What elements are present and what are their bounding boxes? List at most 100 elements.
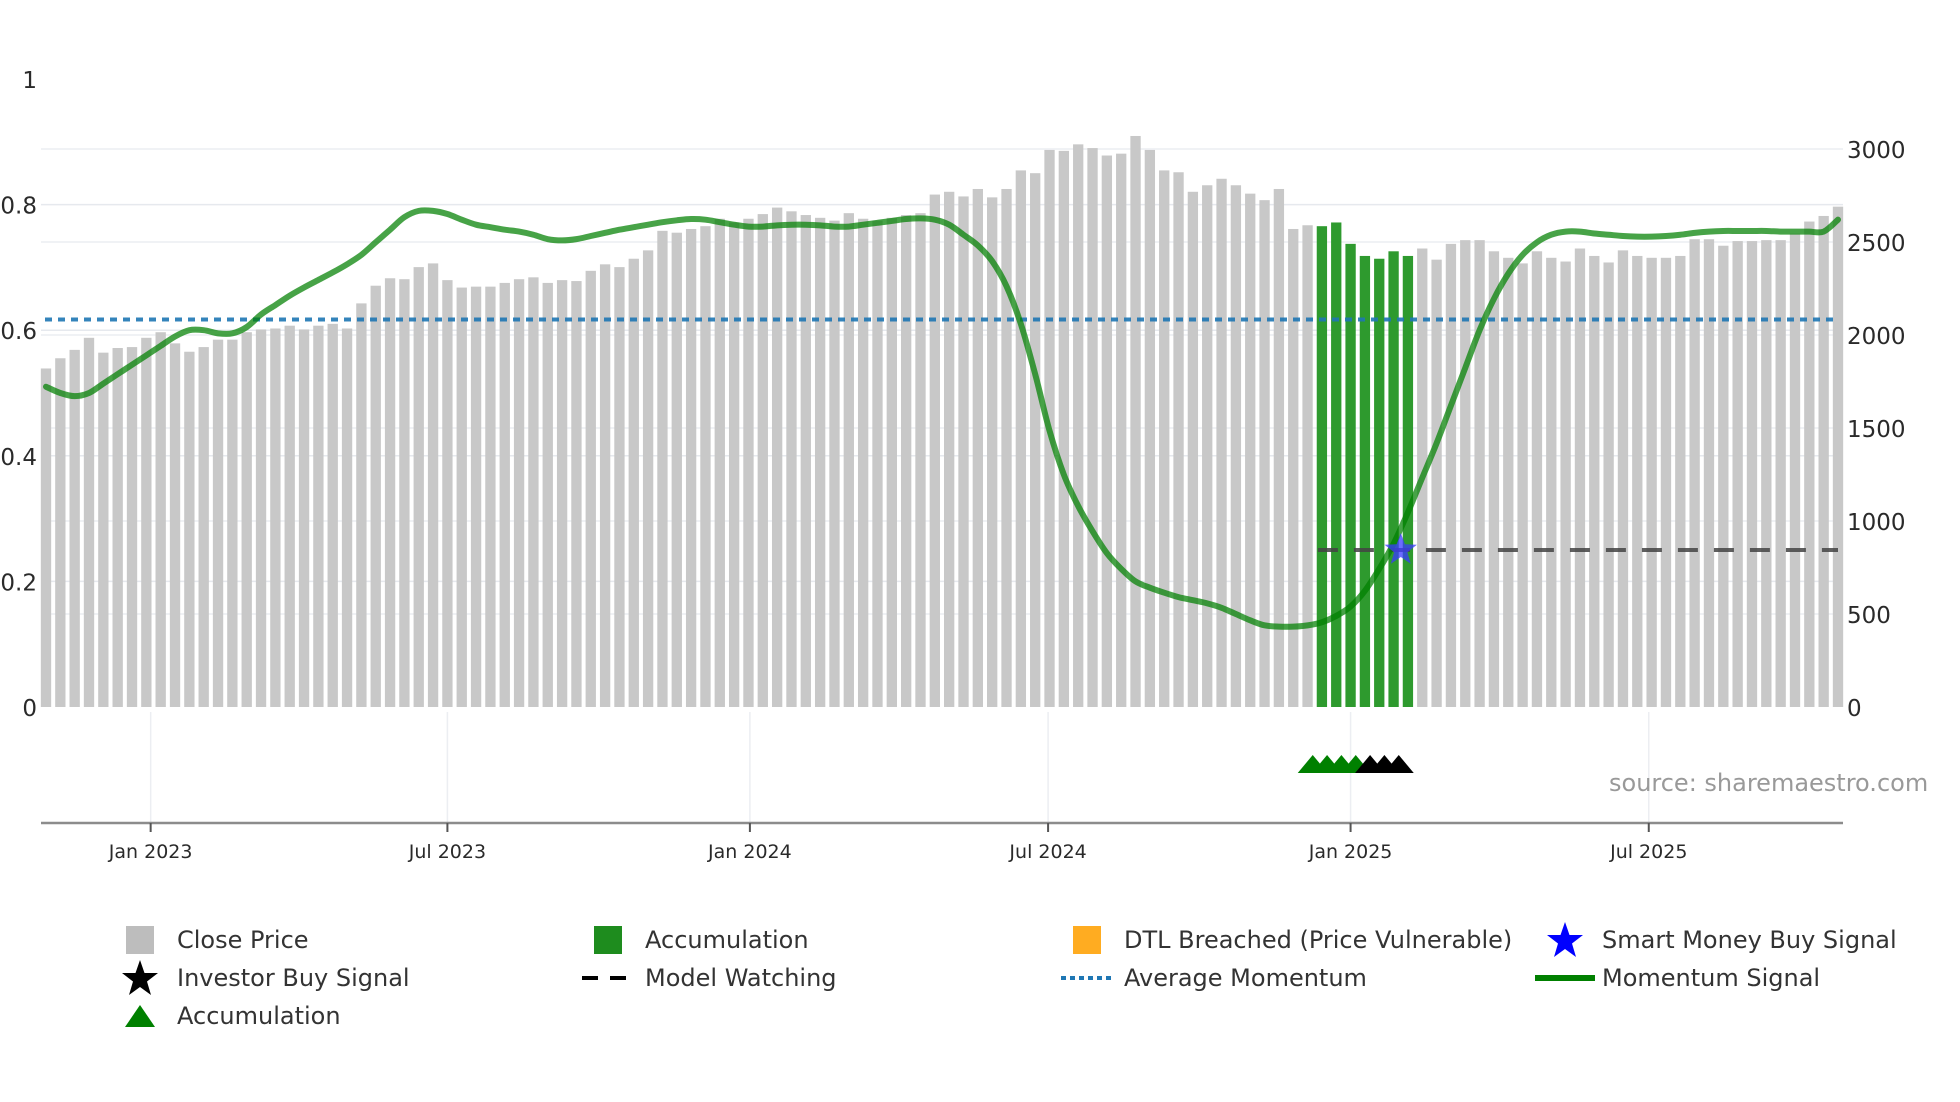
price-bar (55, 358, 66, 707)
svg-text:1000: 1000 (1847, 510, 1906, 536)
source-note: source: sharemaestro.com (1609, 769, 1929, 797)
legend-label: Momentum Signal (1602, 964, 1821, 992)
price-bar (1159, 170, 1170, 707)
price-bar (370, 285, 381, 707)
price-bar (83, 337, 95, 707)
price-bar (800, 215, 811, 707)
svg-text:0.8: 0.8 (0, 194, 37, 220)
price-bar (886, 217, 897, 707)
price-bar (1775, 240, 1786, 707)
price-bar (456, 287, 467, 707)
axes: Jan 2023 Jul 2023 Jan 2024 Jul 2024 Jan 2025… (0, 68, 1905, 863)
price-bar (614, 267, 625, 707)
grid-lines (41, 148, 1843, 823)
price-bar (743, 218, 754, 707)
svg-text:2500: 2500 (1847, 231, 1906, 257)
price-bar (900, 215, 912, 707)
price-bar (599, 264, 611, 707)
price-bar (1660, 257, 1672, 707)
price-bar (356, 303, 367, 707)
legend-item-smart-money[interactable]: Smart Money Buy Signal (1530, 922, 1897, 958)
price-bar (1230, 185, 1242, 707)
legend-item-accumulation-marker[interactable]: Accumulation (105, 998, 341, 1034)
price-bar (1288, 228, 1299, 708)
price-bar (169, 343, 181, 707)
price-bar (1445, 243, 1457, 708)
price-bar (69, 349, 80, 707)
price-bar (958, 196, 969, 707)
price-bar (843, 213, 854, 708)
price-bar (212, 339, 224, 707)
legend-label: Accumulation (177, 1002, 341, 1030)
price-bar (528, 277, 539, 707)
price-bar (155, 332, 166, 707)
price-bar (442, 280, 453, 707)
price-bar (1431, 259, 1442, 707)
svg-text:1: 1 (22, 68, 37, 94)
legend-item-investor-buy[interactable]: Investor Buy Signal (105, 960, 410, 996)
svg-text:Jul 2024: Jul 2024 (1008, 841, 1086, 863)
price-bar (987, 197, 998, 708)
price-bar (944, 191, 955, 707)
price-bar (284, 325, 295, 707)
price-bar (1101, 155, 1113, 707)
svg-text:0: 0 (22, 696, 37, 722)
legend-label: Smart Money Buy Signal (1602, 926, 1897, 954)
price-bar (399, 279, 410, 707)
svg-text:0.4: 0.4 (0, 445, 37, 471)
svg-text:0.2: 0.2 (0, 570, 37, 596)
legend-item-average-momentum[interactable]: Average Momentum (1052, 960, 1367, 996)
price-bar (757, 214, 768, 707)
price-bar (413, 267, 424, 707)
price-bar (1818, 215, 1829, 707)
price-bar (1761, 240, 1772, 707)
svg-text:1500: 1500 (1847, 417, 1906, 443)
svg-text:Jul 2023: Jul 2023 (408, 841, 486, 863)
price-bar (427, 263, 439, 707)
momentum-signal-line (43, 207, 1841, 630)
price-bar (1646, 257, 1657, 707)
price-bar (1087, 148, 1098, 707)
legend-item-close-price[interactable]: Close Price (105, 922, 309, 958)
price-bar (1574, 248, 1586, 707)
price-bar (470, 286, 482, 707)
price-bar (1259, 200, 1270, 707)
price-bar (786, 211, 797, 707)
close-price-bars (40, 135, 1844, 708)
accumulation-bar (1402, 255, 1414, 707)
price-bar (685, 228, 697, 708)
price-bar (327, 323, 338, 707)
legend-item-accumulation-bar[interactable]: Accumulation (573, 922, 809, 958)
svg-text:0: 0 (1847, 696, 1862, 722)
dtl-breached-swatch-icon (1052, 922, 1122, 958)
price-bar (585, 270, 596, 707)
price-bar (40, 368, 52, 707)
black-star-icon (105, 960, 175, 996)
legend-item-model-watching[interactable]: Model Watching (573, 960, 837, 996)
price-bar (1732, 241, 1743, 707)
price-bar (1001, 188, 1012, 708)
price-bar (227, 339, 238, 707)
price-bar (628, 258, 639, 707)
price-bar (1746, 241, 1758, 707)
price-bar (1187, 191, 1199, 707)
price-bar (915, 213, 926, 708)
price-bar (728, 222, 740, 707)
svg-text:Jul 2025: Jul 2025 (1609, 841, 1687, 863)
price-bar (112, 348, 123, 707)
price-bar (1503, 257, 1514, 707)
price-bar (1245, 193, 1256, 707)
svg-text:2000: 2000 (1847, 324, 1906, 350)
price-bar (556, 280, 568, 707)
price-bar (1144, 149, 1156, 707)
legend-label: Close Price (177, 926, 309, 954)
accumulation-bar (1359, 255, 1371, 707)
svg-text:Jan 2025: Jan 2025 (1308, 841, 1393, 863)
price-bar (313, 325, 324, 707)
legend-item-dtl-breached[interactable]: DTL Breached (Price Vulnerable) (1052, 922, 1512, 958)
dotted-line-icon (1052, 960, 1122, 996)
legend-item-momentum-signal[interactable]: Momentum Signal (1530, 960, 1820, 996)
accumulation-bar (1388, 251, 1399, 708)
price-bar (771, 207, 783, 707)
